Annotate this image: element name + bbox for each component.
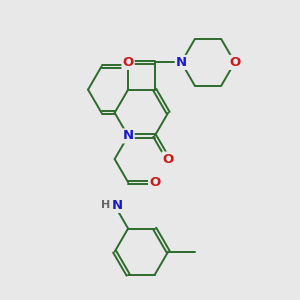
Text: N: N (112, 199, 123, 212)
Text: N: N (176, 56, 187, 69)
Text: O: O (122, 56, 134, 69)
Text: O: O (163, 153, 174, 166)
Text: O: O (229, 56, 240, 69)
Text: H: H (100, 200, 110, 210)
Text: N: N (122, 129, 134, 142)
Text: O: O (149, 176, 160, 189)
